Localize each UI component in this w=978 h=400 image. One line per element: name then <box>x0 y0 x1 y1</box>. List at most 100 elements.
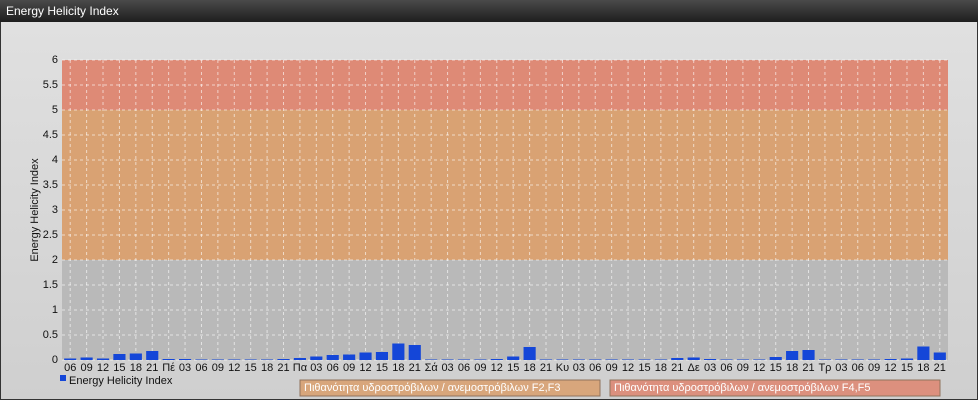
y-axis-label: Energy Helicity Index <box>29 158 41 262</box>
bar <box>507 356 520 360</box>
x-tick-label: 06 <box>720 362 732 374</box>
bar <box>802 350 815 360</box>
bar <box>129 353 142 360</box>
bar <box>64 358 77 360</box>
x-tick-label: Σά <box>425 362 439 374</box>
x-tick-label: 03 <box>441 362 453 374</box>
x-tick-label: Πέ <box>162 362 175 374</box>
bar <box>146 351 159 360</box>
bar <box>769 357 782 360</box>
x-tick-label: 12 <box>622 362 634 374</box>
x-tick-label: 09 <box>737 362 749 374</box>
bar <box>211 359 224 360</box>
bar <box>80 357 93 360</box>
x-tick-label: 06 <box>327 362 339 374</box>
x-tick-label: 12 <box>753 362 765 374</box>
y-tick-label: 5 <box>52 104 58 116</box>
x-tick-label: 15 <box>770 362 782 374</box>
bar <box>786 351 799 360</box>
bar <box>753 359 766 360</box>
bar <box>917 346 930 360</box>
x-tick-label: 15 <box>901 362 913 374</box>
bar <box>343 354 356 360</box>
x-tick-label: 21 <box>540 362 552 374</box>
x-tick-label: 21 <box>934 362 946 374</box>
x-tick-label: 15 <box>245 362 257 374</box>
x-tick-label: 09 <box>212 362 224 374</box>
x-tick-label: 21 <box>409 362 421 374</box>
bar <box>490 359 503 360</box>
bar <box>900 358 914 360</box>
x-tick-label: 06 <box>64 362 76 374</box>
y-tick-label: 4 <box>52 154 58 166</box>
y-tick-label: 2 <box>52 254 58 266</box>
bar <box>605 359 618 360</box>
x-tick-label: 03 <box>835 362 847 374</box>
x-tick-label: 06 <box>458 362 470 374</box>
x-tick-label: 18 <box>786 362 798 374</box>
x-tick-label: 12 <box>97 362 109 374</box>
y-tick-label: 3.5 <box>43 179 58 191</box>
x-tick-label: Τρ <box>818 362 831 374</box>
bar <box>818 359 832 360</box>
bar <box>835 359 848 360</box>
x-tick-label: 15 <box>113 362 125 374</box>
x-tick-label: 06 <box>852 362 864 374</box>
x-tick-label: 18 <box>392 362 404 374</box>
bar <box>277 359 290 360</box>
bar <box>408 345 421 360</box>
bar <box>228 359 241 360</box>
x-tick-label: 09 <box>606 362 618 374</box>
legend-label: Energy Helicity Index <box>69 375 173 387</box>
bar <box>654 359 667 360</box>
header <box>0 0 978 22</box>
x-tick-label: 03 <box>704 362 716 374</box>
x-tick-label: 18 <box>261 362 273 374</box>
bar <box>375 352 389 360</box>
x-tick-label: 12 <box>491 362 503 374</box>
bar <box>457 359 471 360</box>
x-tick-label: 06 <box>589 362 601 374</box>
bar <box>851 359 864 360</box>
bar <box>96 358 110 360</box>
bar <box>359 352 372 360</box>
bar <box>671 358 684 360</box>
bar <box>425 359 438 360</box>
x-tick-label: 18 <box>917 362 929 374</box>
x-tick-label: 09 <box>868 362 880 374</box>
bar <box>441 359 454 360</box>
bar <box>556 359 569 360</box>
bar <box>572 359 585 360</box>
y-tick-label: 0 <box>52 354 58 366</box>
bar <box>178 359 192 360</box>
bar <box>539 359 553 360</box>
bar <box>326 355 339 360</box>
bar <box>868 359 881 360</box>
y-tick-label: 6 <box>52 54 58 66</box>
bar <box>589 359 602 360</box>
y-tick-label: 0.5 <box>43 329 58 341</box>
bar <box>884 359 897 360</box>
x-tick-label: 21 <box>671 362 683 374</box>
x-tick-label: 15 <box>376 362 388 374</box>
y-tick-label: 5.5 <box>43 79 58 91</box>
bar <box>113 354 126 360</box>
x-tick-label: 09 <box>474 362 486 374</box>
bar <box>704 359 717 360</box>
bar <box>687 357 700 360</box>
x-tick-label: 18 <box>655 362 667 374</box>
y-tick-label: 3 <box>52 204 58 216</box>
y-tick-label: 1.5 <box>43 279 58 291</box>
bar <box>261 359 274 360</box>
x-tick-label: 03 <box>573 362 585 374</box>
bar <box>195 359 208 360</box>
x-tick-label: 18 <box>523 362 535 374</box>
y-tick-label: 2.5 <box>43 229 58 241</box>
x-tick-label: 15 <box>638 362 650 374</box>
x-tick-label: 21 <box>277 362 289 374</box>
x-tick-label: 15 <box>507 362 519 374</box>
x-tick-label: 06 <box>195 362 207 374</box>
bar <box>933 352 946 360</box>
band-legend-label: Πιθανότητα υδροστρόβιλων / ανεμοστρόβιλω… <box>614 382 871 394</box>
